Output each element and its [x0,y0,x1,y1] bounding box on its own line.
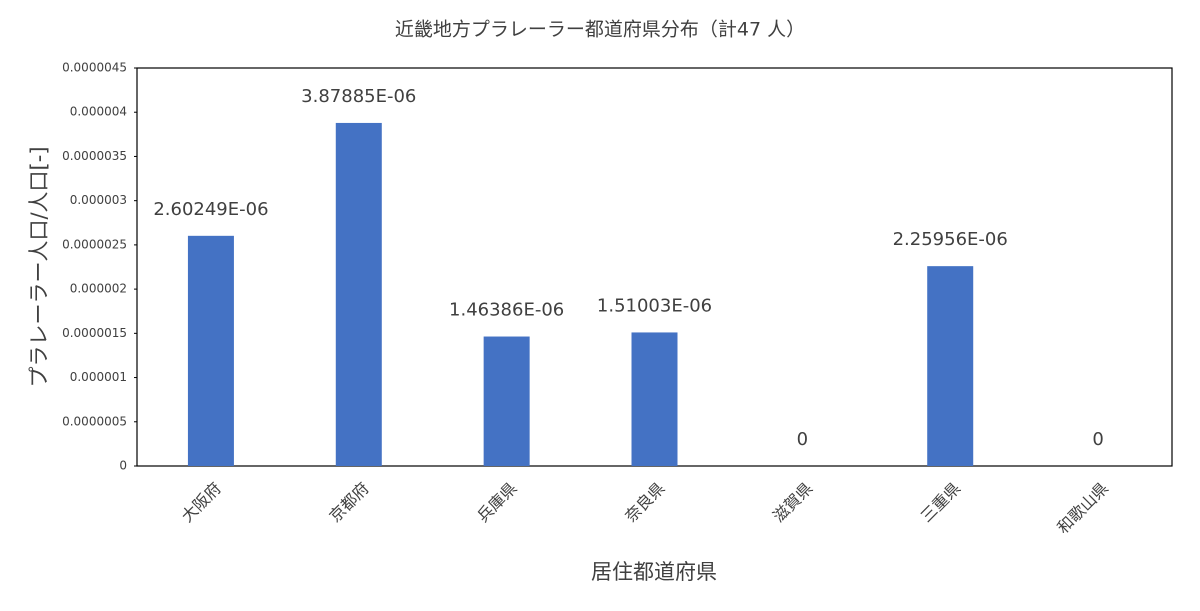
x-tick-label: 和歌山県 [1053,479,1112,538]
chart-title: 近畿地方プラレーラー都道府県分布（計47 人） [395,19,805,41]
bar [483,336,530,466]
value-label: 1.46386E-06 [449,300,564,321]
y-tick-label: 0.0000015 [62,326,127,340]
value-label: 3.87885E-06 [301,86,416,107]
value-label: 0 [1092,429,1103,450]
x-tick-label: 奈良県 [621,479,668,526]
y-tick-label: 0 [119,459,127,473]
bar [631,332,678,466]
y-tick-label: 0.0000035 [62,149,127,163]
x-tick-label: 滋賀県 [769,479,816,526]
x-tick-label: 三重県 [917,479,964,526]
x-tick-label: 大阪府 [178,479,225,526]
value-label: 0 [797,429,808,450]
bar [927,266,974,466]
x-tick-label: 京都府 [325,479,372,526]
value-label: 1.51003E-06 [597,295,712,316]
value-label: 2.25956E-06 [893,229,1008,250]
y-tick-label: 0.0000045 [62,61,127,75]
y-tick-label: 0.0000005 [62,414,127,428]
x-tick-label: 兵庫県 [473,479,520,526]
y-tick-label: 0.0000025 [62,237,127,251]
value-label: 2.60249E-06 [153,199,268,220]
y-tick-label: 0.000002 [70,282,127,296]
bar [335,122,382,467]
y-tick-label: 0.000004 [70,105,127,119]
y-axis-label: プラレーラー人口/人口[-] [27,146,51,387]
y-tick-label: 0.000003 [70,193,127,207]
x-axis-label: 居住都道府県 [591,560,717,584]
y-tick-label: 0.000001 [70,370,127,384]
bar [187,235,234,466]
